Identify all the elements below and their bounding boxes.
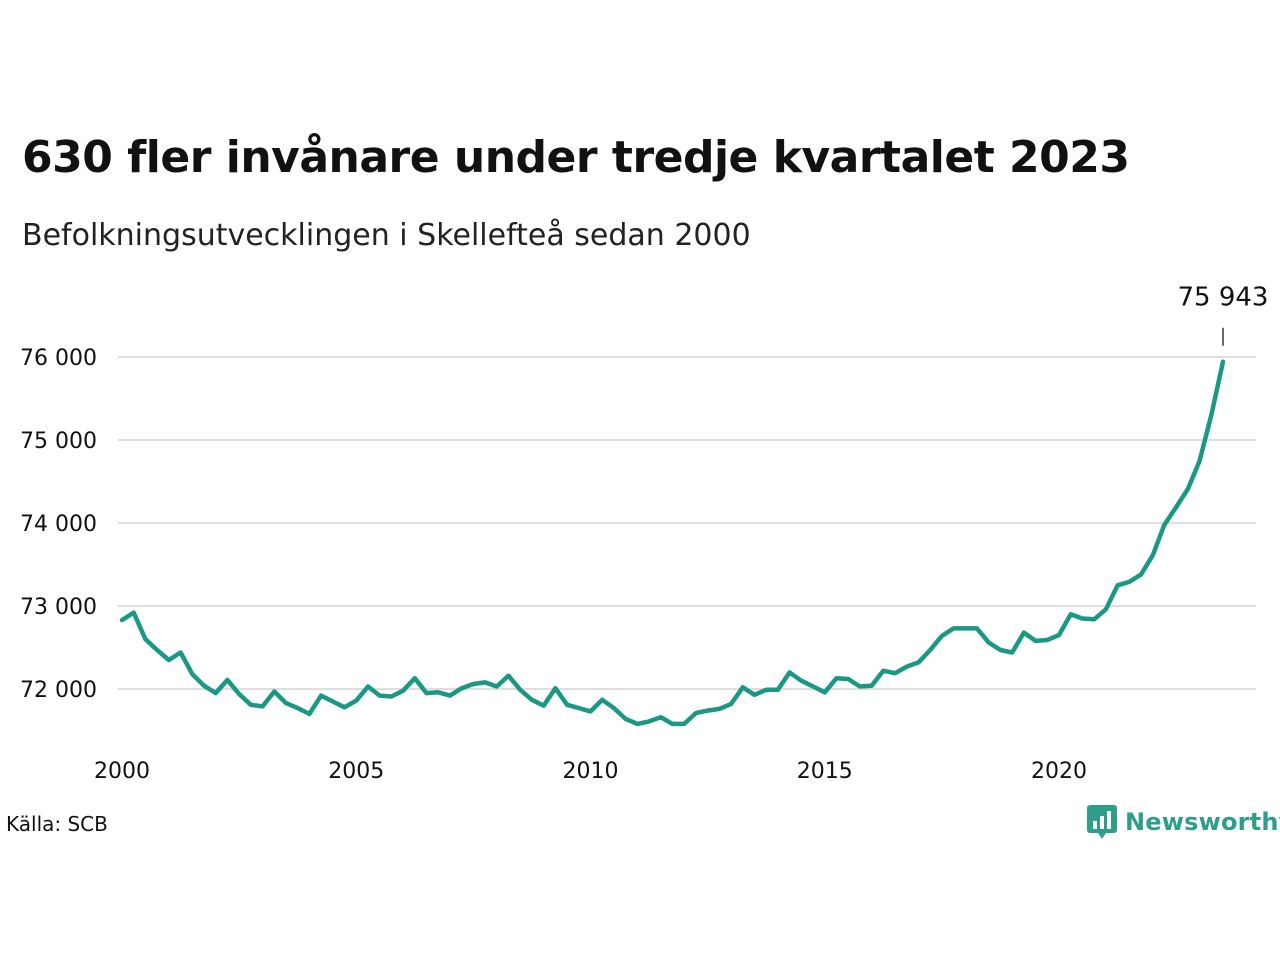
series-line <box>119 359 1226 727</box>
y-tick-label: 72 000 <box>20 678 97 703</box>
x-tick-label: 2015 <box>797 759 853 784</box>
y-tick-label: 73 000 <box>20 595 97 620</box>
annotation-label: 75 943 <box>1178 283 1269 313</box>
x-tick-label: 2005 <box>328 759 384 784</box>
annotation-group: 75 943 <box>1178 283 1269 346</box>
chart-subtitle: Befolkningsutvecklingen i Skellefteå sed… <box>22 218 751 253</box>
newsworthy-logo-icon <box>1087 805 1117 839</box>
source-note: Källa: SCB <box>6 812 108 836</box>
y-tick-label: 76 000 <box>20 346 97 371</box>
x-tick-label: 2020 <box>1031 759 1087 784</box>
grid-lines <box>118 356 1256 690</box>
x-tick-label: 2000 <box>94 759 150 784</box>
x-tick-label: 2010 <box>563 759 619 784</box>
y-tick-label: 75 000 <box>20 429 97 454</box>
chart-title: 630 fler invånare under tredje kvartalet… <box>22 132 1130 183</box>
y-axis: 72 000 73 000 74 000 75 000 76 000 <box>20 346 97 703</box>
brand-name: Newsworthy <box>1125 808 1280 836</box>
y-tick-label: 74 000 <box>20 512 97 537</box>
brand-logo: Newsworthy <box>1087 802 1280 842</box>
x-axis: 2000 2005 2010 2015 2020 <box>94 759 1087 784</box>
series-group <box>119 359 1226 727</box>
